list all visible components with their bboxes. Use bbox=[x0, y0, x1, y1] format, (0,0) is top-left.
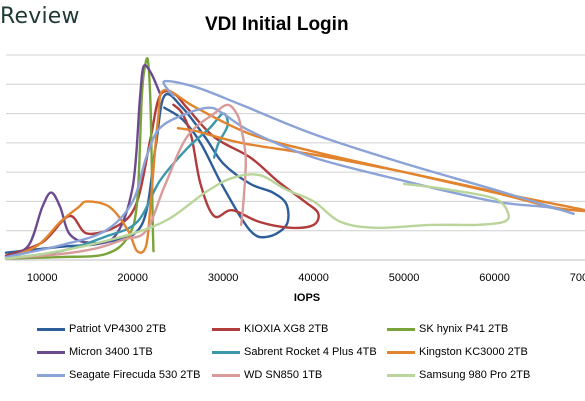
legend-item: KIOXIA XG8 2TB bbox=[212, 321, 387, 337]
chart-title: VDI Initial Login bbox=[205, 14, 349, 35]
series-line-micron-3400-1tb bbox=[4, 63, 161, 259]
x-tick-label: 10000 bbox=[27, 272, 58, 284]
chart-x-axis: 10000 20000 30000 40000 50000 60000 70000 bbox=[6, 259, 585, 284]
series-line-samsung-980-pro-2tb bbox=[4, 173, 510, 260]
series-line-sk-hynix-p41-2tb bbox=[4, 57, 155, 260]
legend-item: Micron 3400 1TB bbox=[37, 344, 212, 360]
legend-item: Sabrent Rocket 4 Plus 4TB bbox=[212, 344, 387, 360]
series-line-kingston-kc3000-2tb bbox=[4, 88, 585, 260]
x-tick-label: 50000 bbox=[389, 272, 420, 284]
legend-label: Samsung 980 Pro 2TB bbox=[419, 369, 531, 381]
legend-swatch bbox=[37, 327, 65, 331]
x-axis-label: IOPS bbox=[294, 292, 320, 304]
chart-gridlines bbox=[6, 54, 585, 232]
legend-swatch bbox=[37, 373, 65, 377]
legend-swatch bbox=[212, 350, 240, 354]
legend-swatch bbox=[212, 327, 240, 331]
legend-label: Seagate Firecuda 530 2TB bbox=[69, 369, 201, 381]
series-line-seagate-firecuda-530-2tb bbox=[4, 79, 575, 259]
legend-item: Patriot VP4300 2TB bbox=[37, 321, 212, 337]
legend-label: Sabrent Rocket 4 Plus 4TB bbox=[244, 346, 377, 358]
legend-item: Kingston KC3000 2TB bbox=[387, 344, 562, 360]
series-line-sabrent-rocket-4-plus-4tb bbox=[4, 112, 229, 260]
legend-label: Micron 3400 1TB bbox=[69, 346, 153, 358]
x-tick-label: 60000 bbox=[479, 272, 510, 284]
series-line-wd-sn850-1tb bbox=[4, 103, 247, 260]
legend-swatch bbox=[387, 373, 415, 377]
legend-swatch bbox=[387, 350, 415, 354]
legend-label: SK hynix P41 2TB bbox=[419, 323, 509, 335]
brand-logo-text: Review bbox=[0, 4, 80, 29]
x-tick-label: 70000 bbox=[570, 272, 585, 284]
legend-label: WD SN850 1TB bbox=[244, 369, 323, 381]
legend-item: Samsung 980 Pro 2TB bbox=[387, 367, 562, 383]
legend-swatch bbox=[387, 327, 415, 331]
series-line-kioxia-xg8-2tb bbox=[4, 89, 320, 257]
legend-label: Patriot VP4300 2TB bbox=[69, 323, 167, 335]
legend-swatch bbox=[37, 350, 65, 354]
legend-item: SK hynix P41 2TB bbox=[387, 321, 562, 337]
series-line-patriot-vp4300-2tb bbox=[4, 92, 290, 254]
legend-swatch bbox=[212, 373, 240, 377]
x-tick-label: 40000 bbox=[298, 272, 329, 284]
legend-label: KIOXIA XG8 2TB bbox=[244, 323, 329, 335]
chart-legend: Patriot VP4300 2TB KIOXIA XG8 2TB SK hynix… bbox=[37, 321, 585, 383]
chart-series-lines bbox=[4, 57, 585, 260]
legend-item: Seagate Firecuda 530 2TB bbox=[37, 367, 212, 383]
x-tick-label: 30000 bbox=[208, 272, 239, 284]
x-tick-label: 20000 bbox=[117, 272, 148, 284]
chart-plot: 10000 20000 30000 40000 50000 60000 70000 IOPS bbox=[4, 54, 585, 304]
legend-label: Kingston KC3000 2TB bbox=[419, 346, 528, 358]
legend-item: WD SN850 1TB bbox=[212, 367, 387, 383]
